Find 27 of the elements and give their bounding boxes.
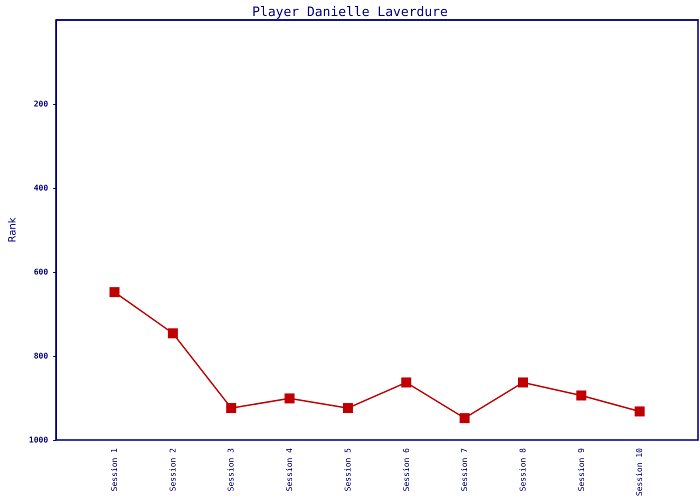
x-tick-label: Session 6 bbox=[402, 448, 411, 492]
point bbox=[284, 393, 295, 404]
y-tick-label: 1000 bbox=[28, 436, 48, 444]
x-tick-label: Session 8 bbox=[518, 448, 528, 492]
point bbox=[226, 403, 236, 414]
point bbox=[401, 377, 412, 388]
x-tick-label: Session 10 bbox=[635, 448, 644, 496]
point bbox=[634, 406, 645, 416]
point bbox=[576, 390, 586, 400]
chart-title: Player Danielle Laverdure bbox=[252, 5, 448, 20]
x-tick-label: Session 4 bbox=[285, 448, 294, 492]
point bbox=[342, 403, 353, 414]
point bbox=[518, 377, 528, 388]
y-tick-label: 400 bbox=[34, 184, 48, 192]
point bbox=[168, 328, 178, 338]
point bbox=[110, 287, 120, 298]
x-tick-label: Session 1 bbox=[110, 448, 120, 492]
x-tick-label: Session 7 bbox=[460, 448, 470, 492]
x-tick-label: Session 5 bbox=[343, 448, 352, 492]
x-tick-label: Session 2 bbox=[168, 448, 178, 492]
x-tick-label: Session 9 bbox=[576, 448, 586, 492]
y-tick-label: 800 bbox=[34, 352, 48, 360]
y-tick-label: 200 bbox=[34, 100, 48, 108]
y-tick-label: 600 bbox=[34, 268, 48, 276]
point bbox=[460, 413, 470, 424]
x-tick-label: Session 3 bbox=[226, 448, 236, 492]
y-axis-title: Rank bbox=[8, 217, 18, 242]
